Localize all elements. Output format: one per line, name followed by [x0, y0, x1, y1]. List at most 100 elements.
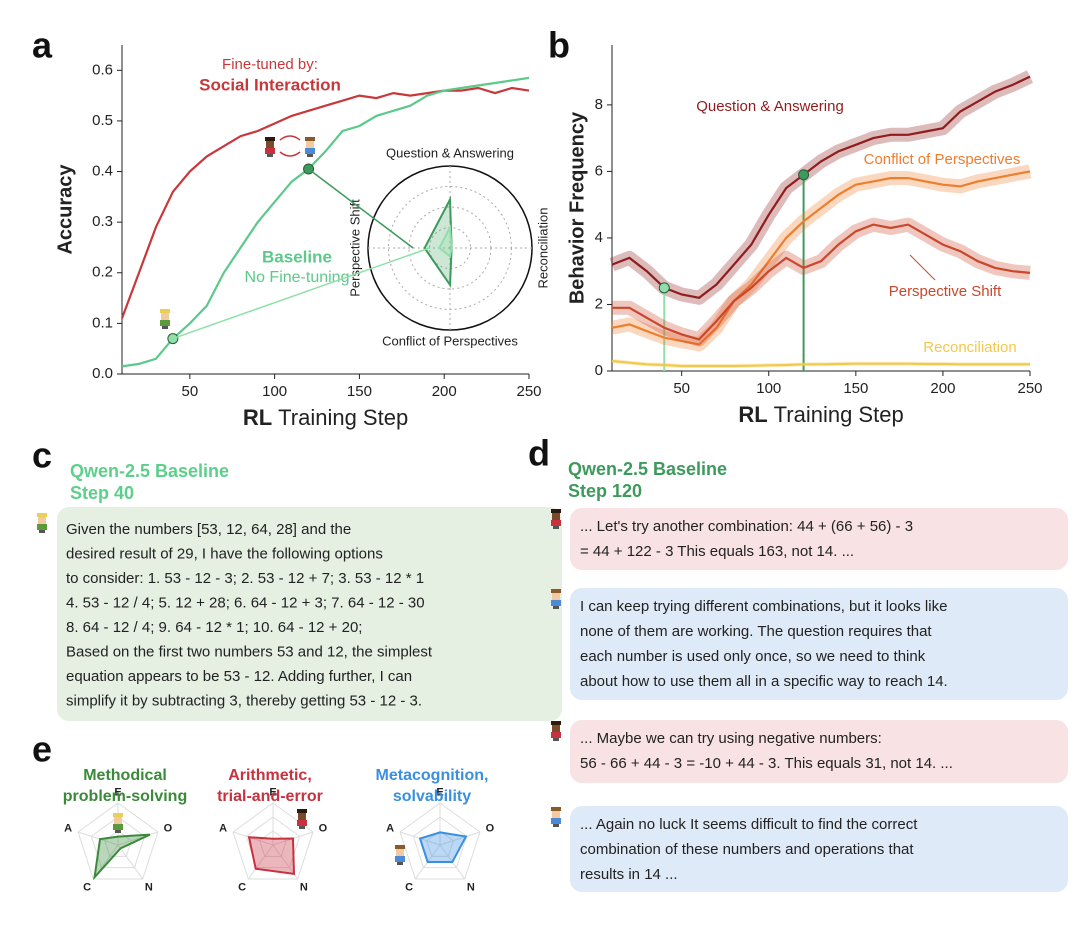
x-tick-label: 150 [843, 380, 868, 397]
radar-axis-label: Perspective Shift [347, 199, 362, 297]
radar-ring [90, 816, 146, 869]
radar-axis-label: Conflict of Perspectives [382, 333, 518, 348]
panel-label: d [528, 433, 550, 474]
x-axis-label-text: Training Step [278, 405, 408, 430]
radar-spoke [439, 831, 481, 846]
message-line: I can keep trying different combinations… [580, 598, 947, 615]
avatar-face [306, 141, 314, 148]
radar-axis-label: Question & Answering [386, 145, 514, 160]
radar-axis-label: N [300, 881, 308, 893]
x-axis-label: RL Training Step [243, 405, 408, 430]
radar-area [438, 223, 453, 258]
avatar [160, 309, 170, 329]
panel-label: b [548, 25, 570, 66]
radar-ring [412, 816, 468, 869]
step-marker [798, 169, 810, 181]
radar-area [247, 836, 296, 876]
x-tick-label: 100 [756, 380, 781, 397]
radar-axis-label: A [386, 823, 394, 835]
avatar-shirt [37, 524, 47, 530]
avatar-face [161, 313, 169, 320]
avatar-legs [553, 526, 559, 529]
connector [308, 168, 414, 249]
avatar-face [552, 513, 560, 520]
avatar-face [38, 517, 46, 524]
series-label: Reconciliation [923, 339, 1016, 356]
radar-axis-label: O [164, 823, 173, 835]
message-box [570, 806, 1068, 892]
radar-spoke [117, 844, 144, 880]
message-box [570, 720, 1068, 783]
avatar-legs [553, 606, 559, 609]
y-axis-label: Behavior Frequency [566, 111, 588, 304]
avatar-face [552, 725, 560, 732]
x-axis-label: RL Training Step [738, 402, 903, 427]
avatar-legs [307, 154, 313, 157]
message-line: Based on the first two numbers 53 and 12… [66, 643, 433, 660]
radar-axis-label: O [319, 823, 328, 835]
radar-title: Metacognition, [376, 767, 489, 784]
x-axis-label-bold: RL [738, 402, 767, 427]
series-line [612, 223, 1031, 341]
series-label: Perspective Shift [889, 283, 1002, 300]
series-line [611, 75, 1031, 299]
avatar-face [552, 811, 560, 818]
x-tick-label: 150 [347, 383, 372, 400]
radar-axis-label: O [486, 823, 495, 835]
message-line: each number is used only once, so we nee… [580, 648, 926, 665]
x-tick-label: 50 [673, 380, 690, 397]
radar-area [93, 833, 151, 881]
avatar-legs [299, 826, 305, 829]
radar-spoke [232, 831, 274, 846]
message-line: Given the numbers [53, 12, 64, 28] and t… [66, 521, 351, 538]
avatar-shirt [265, 148, 275, 154]
y-tick-label: 4 [595, 229, 603, 246]
x-tick-label: 100 [262, 383, 287, 400]
annotation: No Fine-tuning [245, 269, 350, 286]
panel-label: c [32, 435, 52, 476]
radar-ring [426, 830, 454, 857]
message-line: = 44 + 122 - 3 This equals 163, not 14. … [580, 543, 854, 560]
avatar-shirt [551, 600, 561, 606]
avatar-hair [551, 589, 561, 593]
series-label: Baseline [262, 247, 332, 266]
avatar-hair [551, 721, 561, 725]
avatar [551, 589, 561, 609]
radar-axis-label: A [64, 823, 72, 835]
radar-spoke [247, 844, 274, 880]
swap-arrows [279, 135, 301, 157]
message-line: ... Let's try another combination: 44 + … [580, 518, 913, 535]
avatar-legs [553, 824, 559, 827]
avatar-legs [553, 738, 559, 741]
message-line: ... Again no luck It seems difficult to … [580, 816, 918, 833]
radar-axis-label: E [269, 786, 276, 798]
radar-title: Methodical [83, 767, 167, 784]
avatar-legs [115, 830, 121, 833]
avatar [37, 513, 47, 533]
avatar-shirt [395, 856, 405, 862]
message-line: to consider: 1. 53 - 12 - 3; 2. 53 - 12 … [66, 570, 424, 587]
message-line: combination of these numbers and operati… [580, 841, 914, 858]
y-tick-label: 0.6 [92, 61, 113, 78]
message-line: results in 14 ... [580, 866, 678, 883]
avatar-hair [305, 137, 315, 141]
panel-c-title: Qwen-2.5 Baseline [70, 461, 229, 481]
panel-label: a [32, 25, 53, 66]
panel-d-title: Qwen-2.5 Baseline [568, 459, 727, 479]
label-leader [909, 254, 936, 281]
message-line: 8. 64 - 12 / 4; 9. 64 - 12 * 1; 10. 64 -… [66, 619, 362, 636]
radar-area [418, 831, 468, 863]
step-marker [658, 282, 670, 294]
message-line: ... Maybe we can try using negative numb… [580, 730, 882, 747]
avatar-shirt [297, 820, 307, 826]
y-tick-label: 0.0 [92, 365, 113, 382]
message-box [57, 507, 562, 721]
x-tick-label: 50 [181, 383, 198, 400]
x-axis-label-text: Training Step [774, 402, 904, 427]
series-label: Conflict of Perspectives [864, 151, 1021, 168]
y-tick-label: 0.4 [92, 163, 113, 180]
y-tick-label: 0.1 [92, 314, 113, 331]
series-line [121, 76, 530, 368]
x-tick-label: 250 [1017, 380, 1042, 397]
avatar-hair [551, 807, 561, 811]
